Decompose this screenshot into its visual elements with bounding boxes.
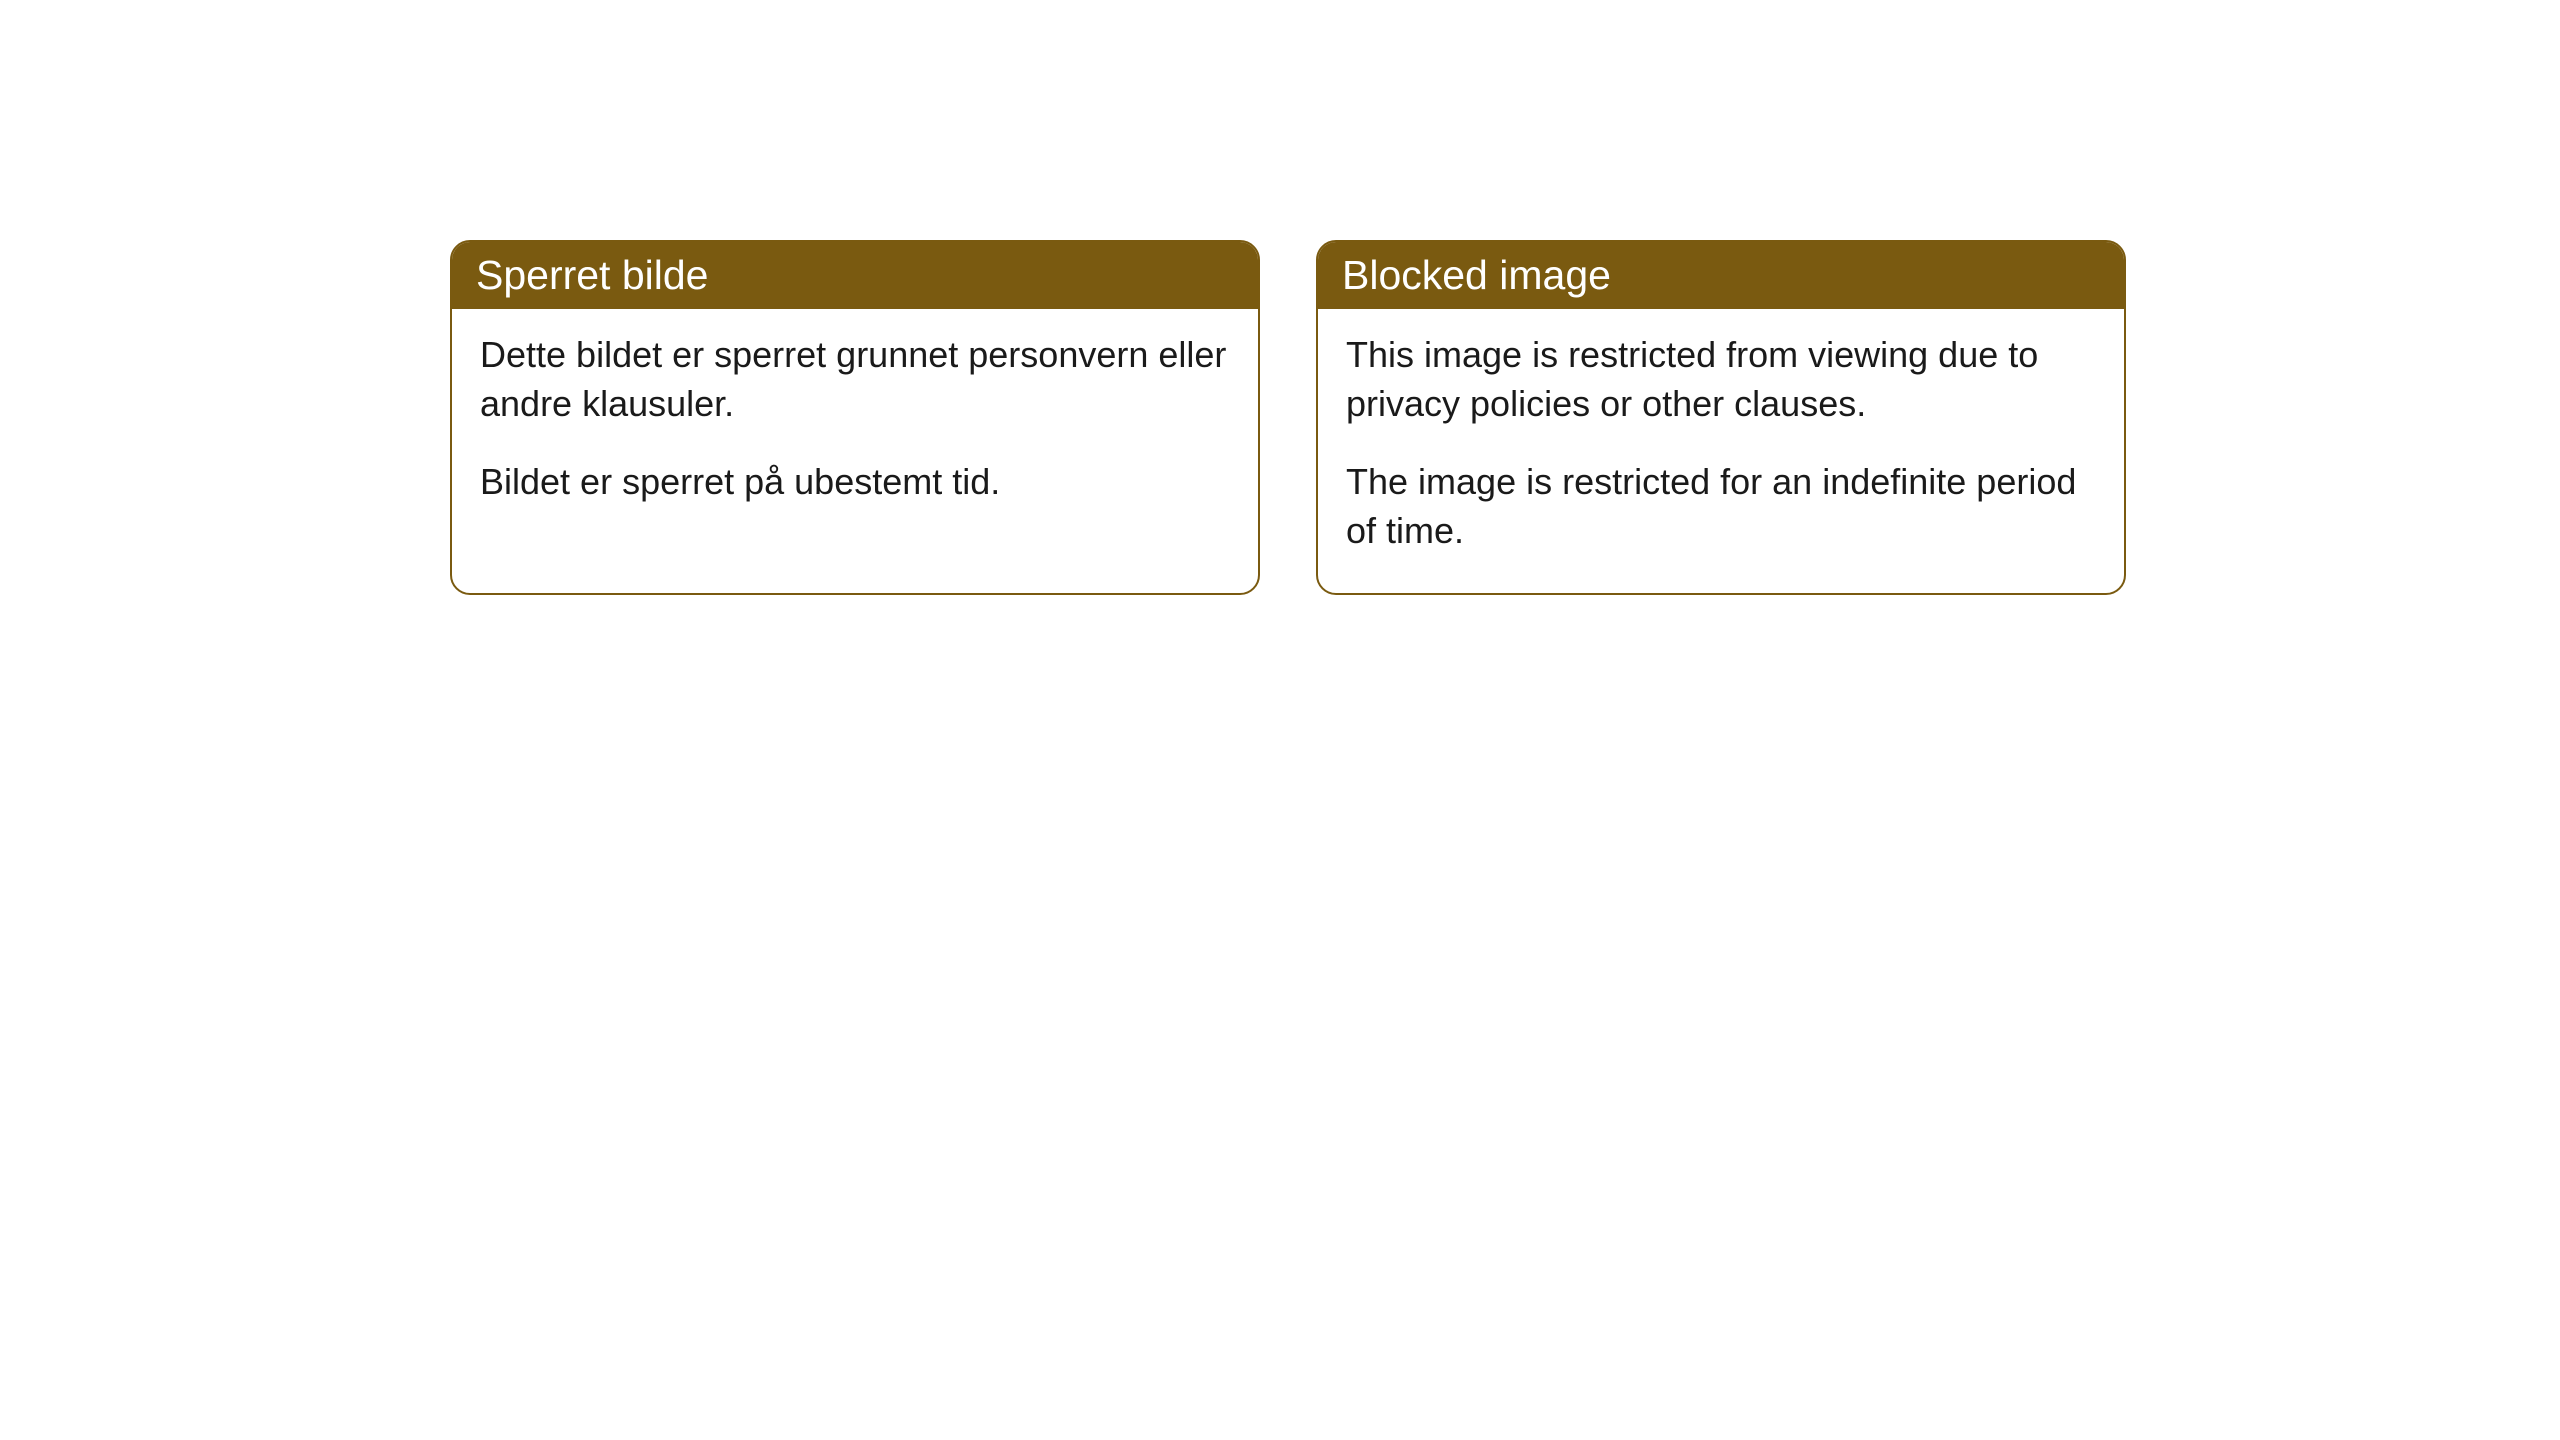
blocked-image-card-en: Blocked image This image is restricted f… [1316,240,2126,595]
card-header-no: Sperret bilde [452,242,1258,309]
card-body-en: This image is restricted from viewing du… [1318,309,2124,593]
notice-container: Sperret bilde Dette bildet er sperret gr… [0,0,2560,595]
notice-paragraph-2-no: Bildet er sperret på ubestemt tid. [480,458,1230,507]
notice-paragraph-1-en: This image is restricted from viewing du… [1346,331,2096,428]
blocked-image-card-no: Sperret bilde Dette bildet er sperret gr… [450,240,1260,595]
notice-paragraph-1-no: Dette bildet er sperret grunnet personve… [480,331,1230,428]
card-header-en: Blocked image [1318,242,2124,309]
card-body-no: Dette bildet er sperret grunnet personve… [452,309,1258,545]
notice-paragraph-2-en: The image is restricted for an indefinit… [1346,458,2096,555]
